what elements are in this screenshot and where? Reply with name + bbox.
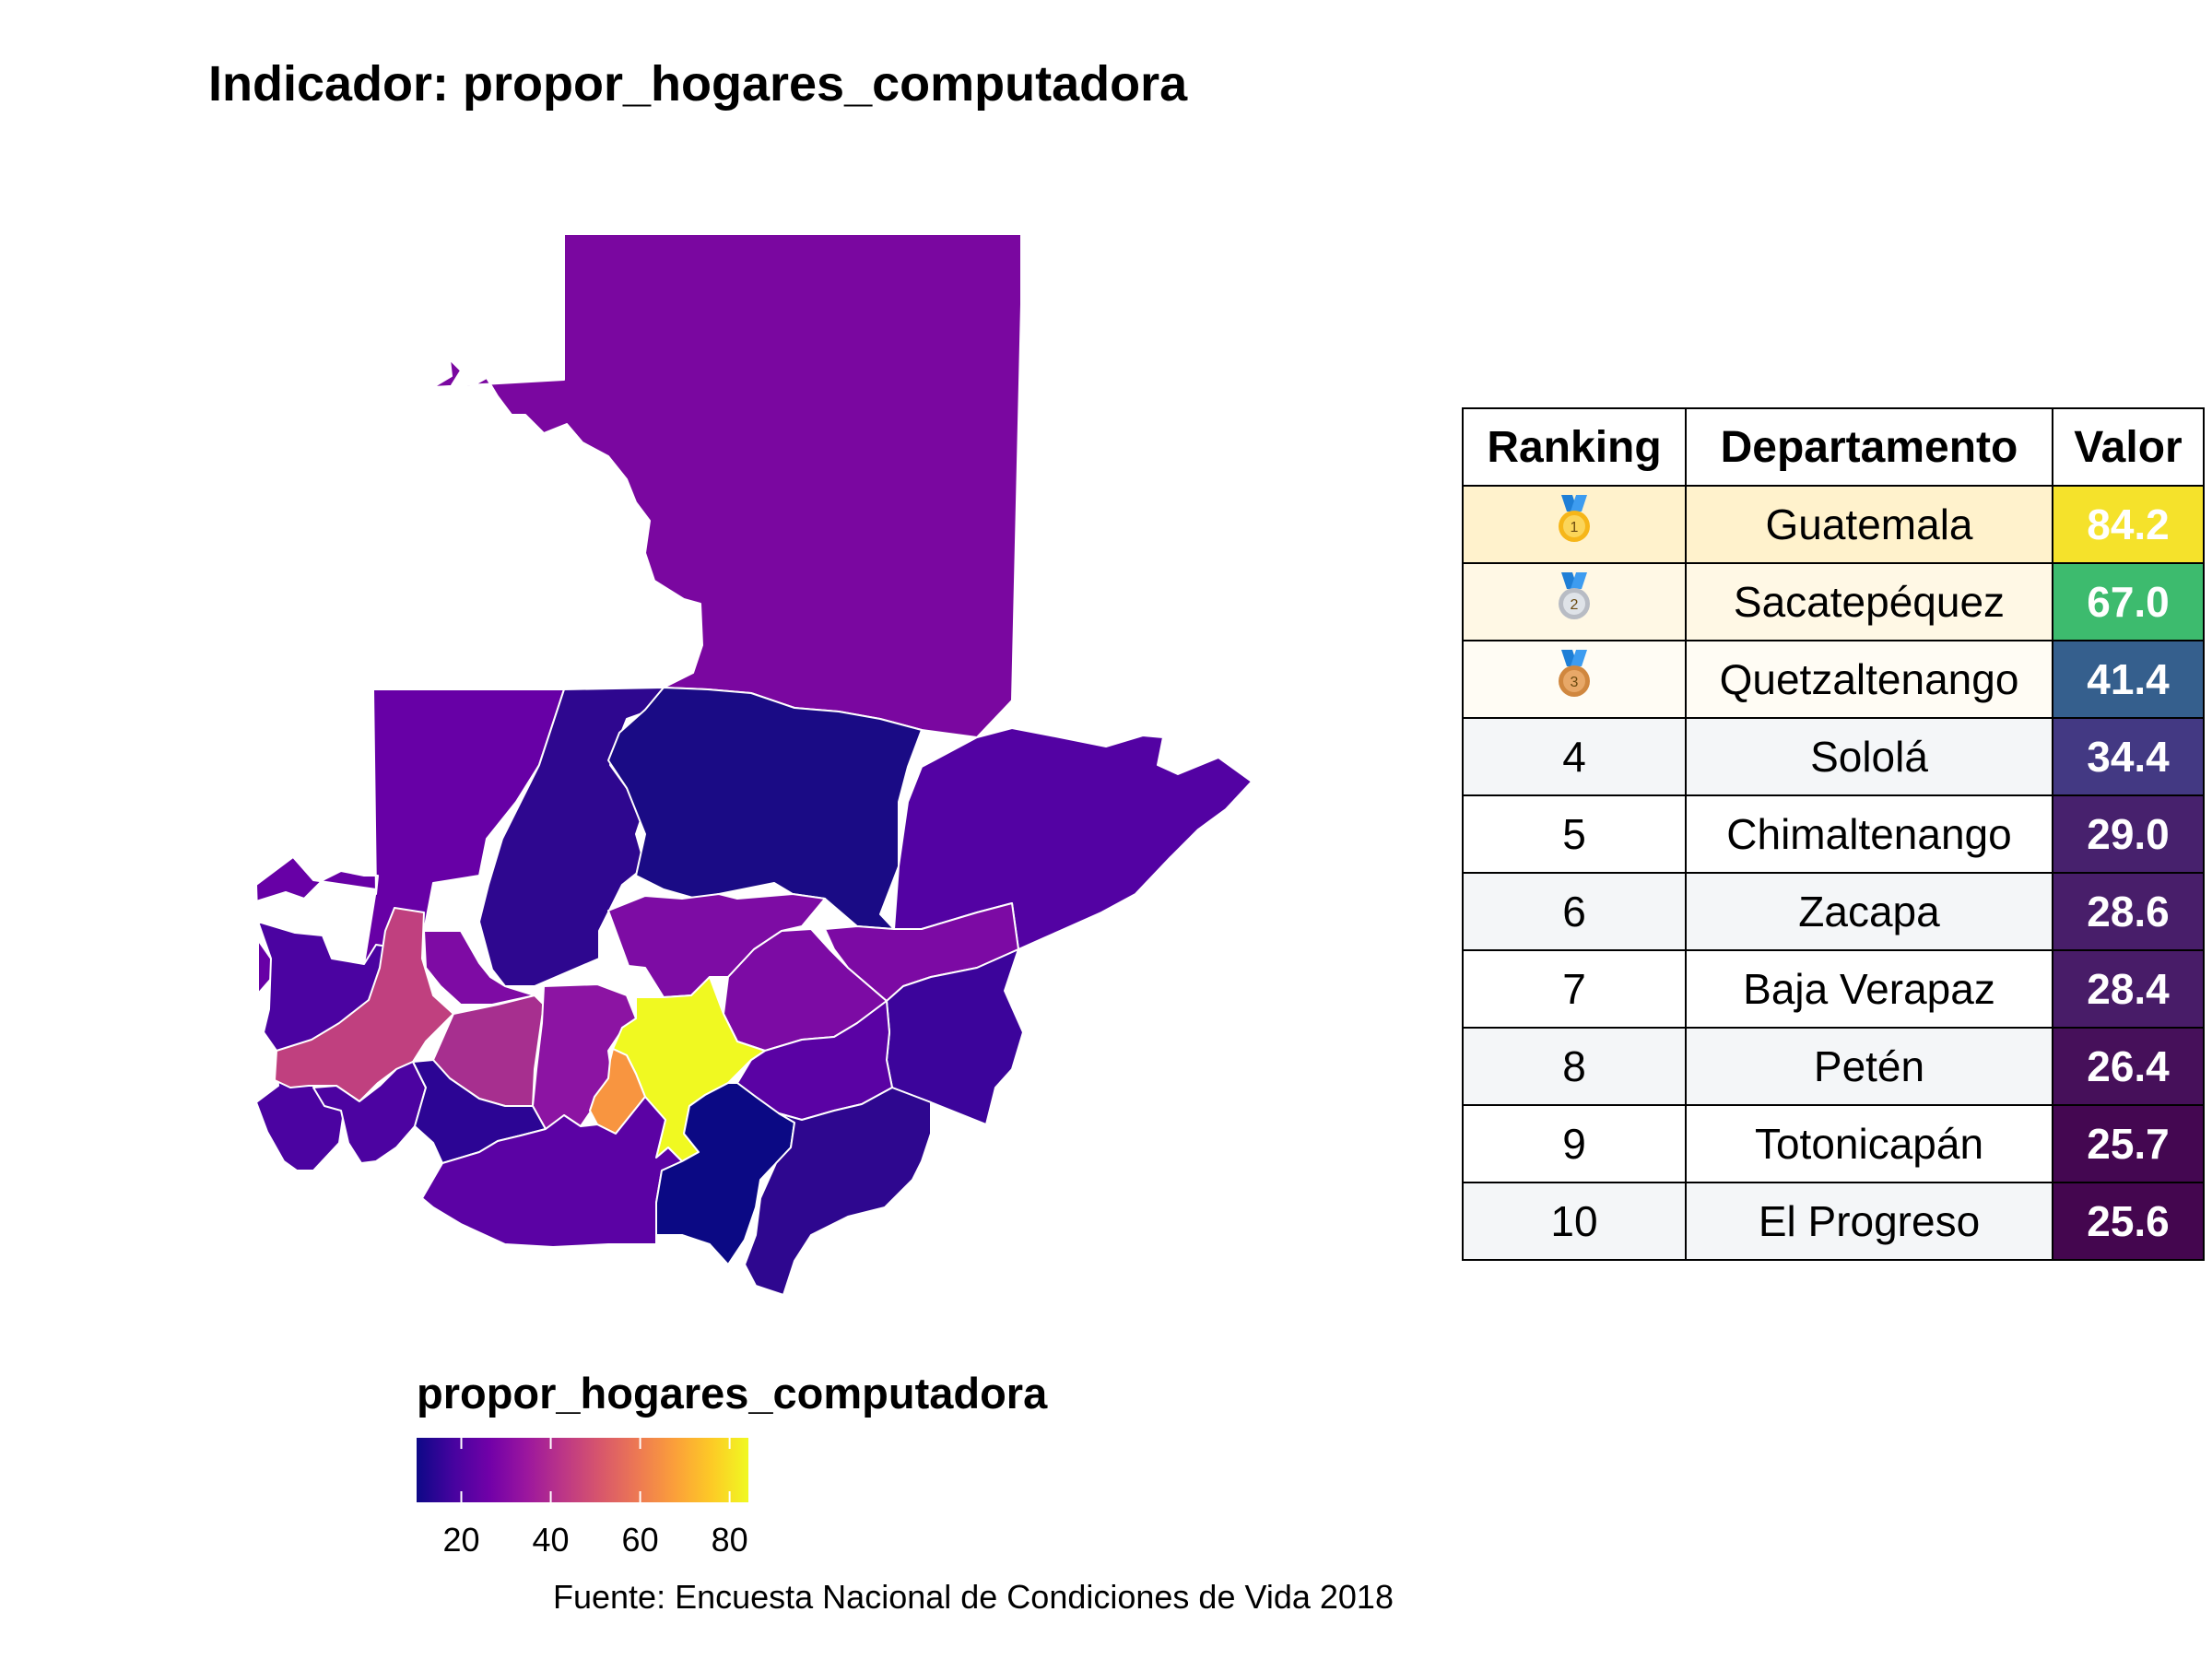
legend-tick-label: 40 — [532, 1521, 570, 1559]
department-santa-rosa — [655, 1082, 795, 1265]
value-cell: 28.6 — [2052, 872, 2205, 951]
rank-cell: 8 — [1462, 1027, 1687, 1106]
table-row: 9 Totonicapán 25.7 — [1462, 1104, 2205, 1183]
rank-cell: 2 — [1462, 562, 1687, 641]
value-cell: 25.7 — [2052, 1104, 2205, 1183]
svg-text:1: 1 — [1571, 520, 1579, 535]
header-ranking: Ranking — [1462, 407, 1687, 487]
department-cell: Petén — [1685, 1027, 2053, 1106]
table-row: 5 Chimaltenango 29.0 — [1462, 794, 2205, 874]
ranking-table: Ranking Departamento Valor 1 Guatemala 84.… — [1462, 407, 2205, 1261]
table-row: 1 Guatemala 84.2 — [1462, 485, 2205, 564]
value-cell: 29.0 — [2052, 794, 2205, 874]
table-row: 10 El Progreso 25.6 — [1462, 1182, 2205, 1261]
table-header-row: Ranking Departamento Valor — [1462, 407, 2205, 487]
rank-cell: 6 — [1462, 872, 1687, 951]
department-cell: Sololá — [1685, 717, 2053, 796]
department-cell: Sacatepéquez — [1685, 562, 2053, 641]
silver-medal-icon: 2 — [1554, 571, 1594, 632]
svg-text:2: 2 — [1571, 597, 1579, 613]
rank-cell: 4 — [1462, 717, 1687, 796]
legend-title: propor_hogares_computadora — [417, 1369, 1048, 1418]
value-cell: 34.4 — [2052, 717, 2205, 796]
legend-tick-label: 20 — [442, 1521, 480, 1559]
table-row: 3 Quetzaltenango 41.4 — [1462, 640, 2205, 719]
department-cell: Quetzaltenango — [1685, 640, 2053, 719]
legend-tick-label: 80 — [711, 1521, 748, 1559]
value-cell: 41.4 — [2052, 640, 2205, 719]
gold-medal-icon: 1 — [1554, 494, 1594, 555]
legend-tick-label: 60 — [621, 1521, 659, 1559]
value-cell: 26.4 — [2052, 1027, 2205, 1106]
bronze-medal-icon: 3 — [1554, 649, 1594, 710]
rank-cell: 9 — [1462, 1104, 1687, 1183]
table-row: 7 Baja Verapaz 28.4 — [1462, 949, 2205, 1029]
table-row: 4 Sololá 34.4 — [1462, 717, 2205, 796]
rank-cell: 7 — [1462, 949, 1687, 1029]
department-huehuetenango — [255, 688, 565, 994]
department-cell: El Progreso — [1685, 1182, 2053, 1261]
department-izabal — [893, 727, 1253, 950]
department-cell: Totonicapán — [1685, 1104, 2053, 1183]
department-jutiapa — [744, 1087, 932, 1296]
department-cell: Zacapa — [1685, 872, 2053, 951]
department-alta-verapaz — [607, 687, 923, 930]
header-valor: Valor — [2052, 407, 2205, 487]
table-row: 8 Petén 26.4 — [1462, 1027, 2205, 1106]
svg-text:3: 3 — [1571, 675, 1579, 690]
source-note: Fuente: Encuesta Nacional de Condiciones… — [553, 1578, 1394, 1616]
legend-colorbar — [417, 1438, 748, 1502]
header-departamento: Departamento — [1685, 407, 2053, 487]
value-cell: 84.2 — [2052, 485, 2205, 564]
value-cell: 28.4 — [2052, 949, 2205, 1029]
page-title: Indicador: propor_hogares_computadora — [208, 56, 1188, 112]
guatemala-map — [255, 233, 1253, 1296]
rank-cell: 1 — [1462, 485, 1687, 564]
rank-cell: 5 — [1462, 794, 1687, 874]
department-cell: Baja Verapaz — [1685, 949, 2053, 1029]
department-quiche — [478, 687, 665, 987]
department-peten — [432, 233, 1022, 738]
table-row: 2 Sacatepéquez 67.0 — [1462, 562, 2205, 641]
value-cell: 67.0 — [2052, 562, 2205, 641]
department-cell: Guatemala — [1685, 485, 2053, 564]
rank-cell: 10 — [1462, 1182, 1687, 1261]
rank-cell: 3 — [1462, 640, 1687, 719]
department-cell: Chimaltenango — [1685, 794, 2053, 874]
value-cell: 25.6 — [2052, 1182, 2205, 1261]
table-row: 6 Zacapa 28.6 — [1462, 872, 2205, 951]
